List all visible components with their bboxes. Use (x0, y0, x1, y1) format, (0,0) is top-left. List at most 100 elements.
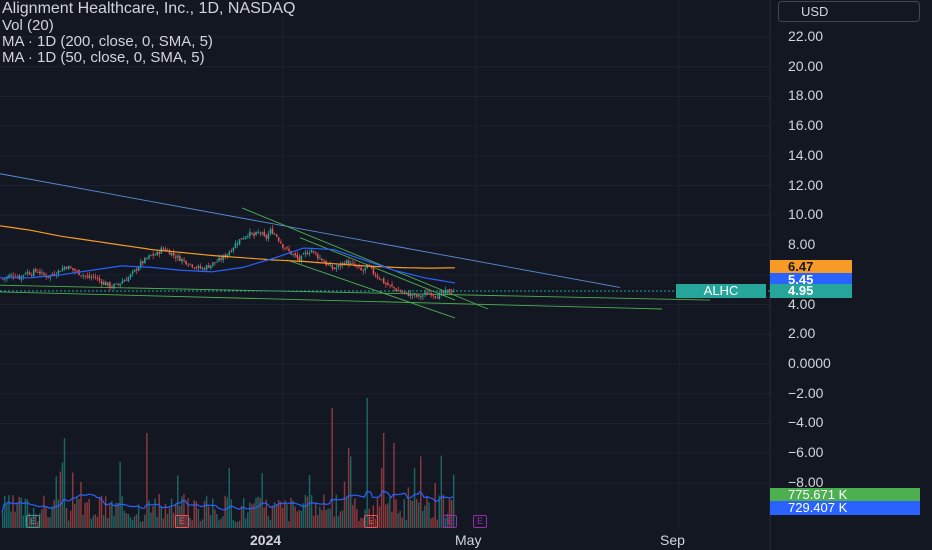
candle (34, 268, 37, 272)
trendlines[interactable] (0, 173, 711, 319)
volume-bar (74, 504, 76, 528)
volume-bar (207, 506, 210, 528)
volume-bar (212, 498, 214, 528)
volume-bar (4, 495, 6, 528)
candle (452, 291, 455, 293)
volume-bar (218, 520, 220, 528)
earnings-event-marker[interactable]: E (443, 515, 457, 528)
candle (263, 231, 266, 237)
volume-bar (14, 511, 16, 528)
candle (378, 278, 381, 280)
candle (374, 274, 377, 276)
candle (302, 253, 305, 255)
volume-bar (393, 443, 395, 528)
volume-bar (131, 519, 134, 528)
candle (181, 258, 183, 262)
earnings-event-marker[interactable]: E (364, 515, 378, 528)
earnings-event-marker[interactable]: E (175, 515, 189, 528)
volume-bar (55, 476, 57, 528)
candle (218, 257, 220, 262)
volume-bar (96, 516, 99, 528)
candle (32, 269, 35, 276)
volume-bar (137, 504, 140, 528)
candle (384, 282, 387, 285)
volume-bar (395, 499, 397, 528)
volume-bar (263, 507, 265, 528)
candle (109, 282, 111, 288)
candle (195, 267, 198, 269)
candle (387, 283, 389, 286)
volume-bar (364, 509, 366, 528)
candle (137, 267, 140, 271)
candle (450, 291, 453, 293)
candle (183, 259, 185, 261)
volume-bar (407, 487, 410, 528)
candle (212, 262, 214, 266)
volume-bar (331, 408, 333, 528)
candle (349, 262, 352, 265)
candle (438, 292, 441, 300)
candle (156, 251, 158, 256)
volume-bar (430, 518, 432, 528)
earnings-event-marker[interactable]: E (26, 515, 40, 528)
price-axis-label: 8.00 (788, 236, 816, 253)
candle (185, 260, 187, 265)
candle (382, 278, 385, 284)
volume-bar (98, 498, 101, 528)
candle (197, 265, 200, 268)
earnings-event-marker[interactable]: E (473, 515, 487, 528)
volume-bar (222, 516, 224, 528)
volume-bar (67, 520, 70, 528)
volume-bar (61, 462, 64, 528)
candle (275, 234, 278, 237)
volume-bar (162, 518, 165, 528)
volume-bar (187, 498, 189, 528)
legend-ma200[interactable]: MA · 1D (200, close, 0, SMA, 5) (2, 33, 213, 50)
volume-bar (220, 518, 222, 528)
candle (2, 279, 4, 280)
volume-bar (302, 503, 305, 528)
legend-volume[interactable]: Vol (20) (2, 17, 54, 34)
candle (61, 268, 64, 271)
candle (312, 251, 315, 252)
volume-bar (255, 497, 257, 528)
volume-bar (80, 481, 82, 528)
volume-bar (65, 508, 68, 528)
price-axis-label: −8.00 (788, 473, 824, 490)
candle (170, 253, 173, 256)
volume-bar (179, 506, 181, 528)
volume-bar (401, 517, 403, 528)
volume-bar (314, 502, 317, 528)
currency-selector[interactable]: USD (778, 1, 920, 22)
candle (115, 283, 117, 285)
volume-bar (273, 502, 276, 528)
legend-ma50[interactable]: MA · 1D (50, close, 0, SMA, 5) (2, 49, 205, 66)
volume-bar (59, 471, 62, 528)
candle (146, 257, 148, 259)
candle (409, 293, 412, 297)
volume-bar (366, 398, 368, 528)
volume-bar (327, 508, 329, 528)
volume-bar (123, 510, 125, 528)
symbol-title[interactable]: Alignment Healthcare, Inc., 1D, NASDAQ (2, 0, 296, 17)
volume-bar (158, 494, 160, 528)
candle (319, 257, 321, 259)
candle (419, 296, 422, 298)
volume-bar (411, 500, 414, 528)
volume-bar (298, 510, 300, 528)
candle (113, 284, 115, 289)
volume-value-badge: 775.671 K (770, 488, 920, 502)
candle (92, 275, 95, 277)
candle (314, 252, 317, 254)
volume-bar (370, 519, 373, 528)
moving-averages (0, 225, 456, 284)
candle (74, 269, 76, 271)
volume-bar (228, 468, 230, 528)
candle (362, 270, 364, 272)
volume-bar (333, 516, 335, 528)
candle (111, 286, 113, 288)
candle (360, 267, 362, 271)
candle (389, 284, 391, 286)
volume-bar (49, 517, 51, 528)
